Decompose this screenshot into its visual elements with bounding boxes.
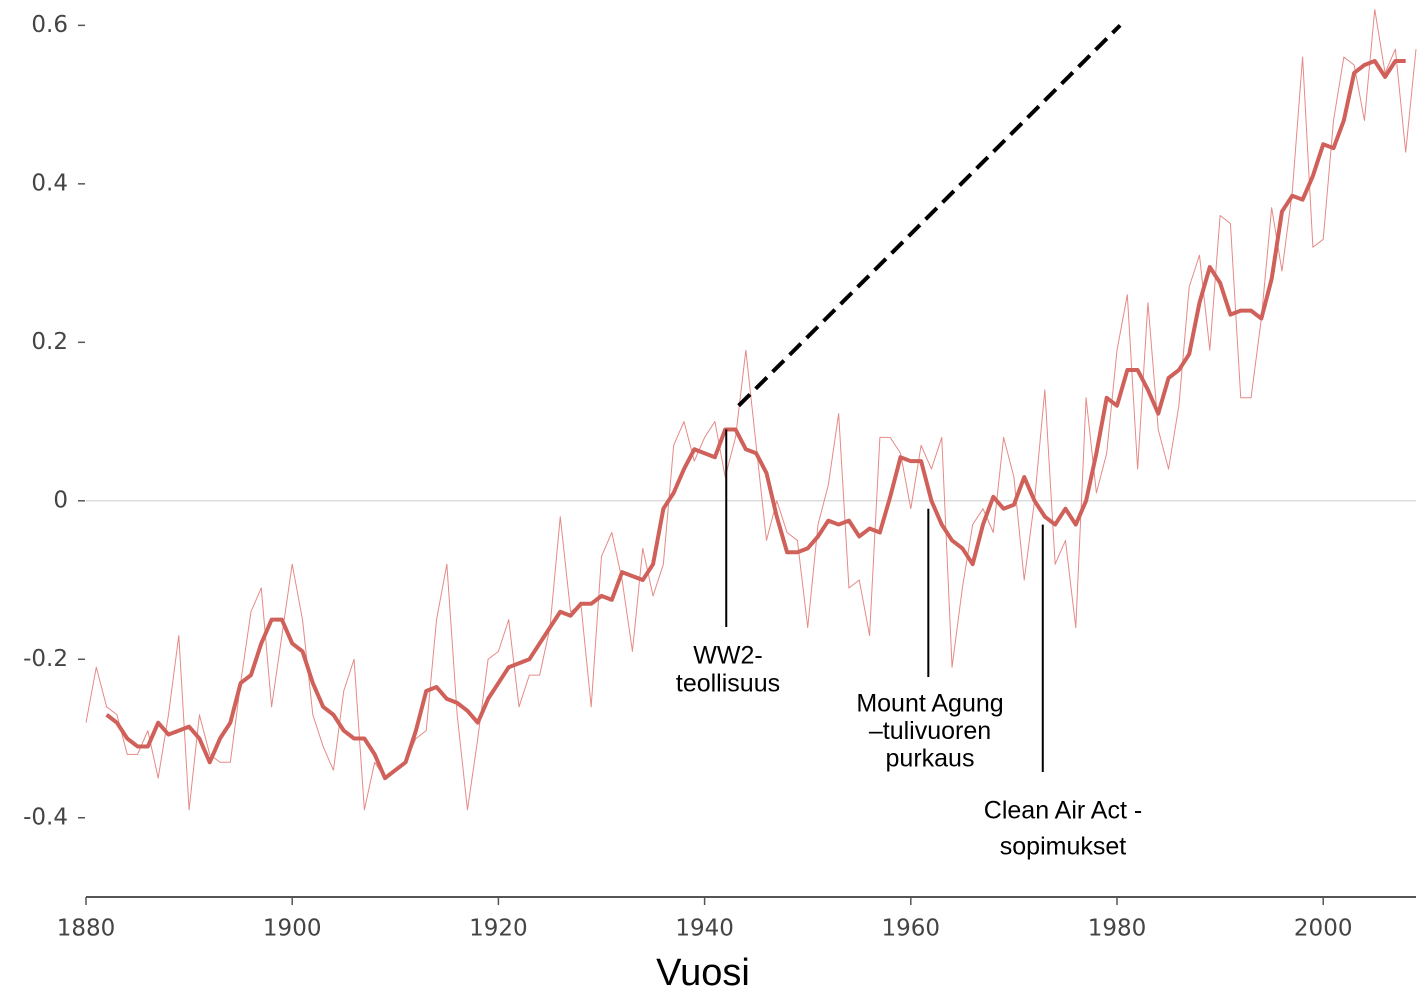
y-tick-label: 0.2 [31,329,68,355]
x-tick-label: 1880 [57,916,116,942]
trend-line [737,23,1122,408]
x-tick-label: 1960 [882,916,941,942]
annotation-text: Mount Agung [856,690,1003,718]
annotation-text: Clean Air Act - [984,797,1142,825]
annotation-text: –tulivuoren [869,717,991,745]
x-tick-label: 1900 [263,916,322,942]
x-tick-label: 1940 [675,916,734,942]
y-tick-label: -0.4 [23,804,68,830]
annotation-text: purkaus [886,745,975,773]
y-tick-label: 0.4 [31,170,68,196]
data-line [105,59,1406,781]
annotation-text: sopimukset [1000,833,1126,861]
x-tick-label: 1980 [1088,916,1147,942]
y-tick-label: 0 [53,487,68,513]
annotation-text: WW2- [693,642,762,670]
x-tick-label: 2000 [1294,916,1353,942]
annotation-text: teollisuus [676,670,780,698]
x-axis-label: Vuosi [656,952,750,994]
y-tick-label: -0.2 [23,646,68,672]
x-tick-label: 1920 [469,916,528,942]
y-tick-label: 0.6 [31,12,68,38]
